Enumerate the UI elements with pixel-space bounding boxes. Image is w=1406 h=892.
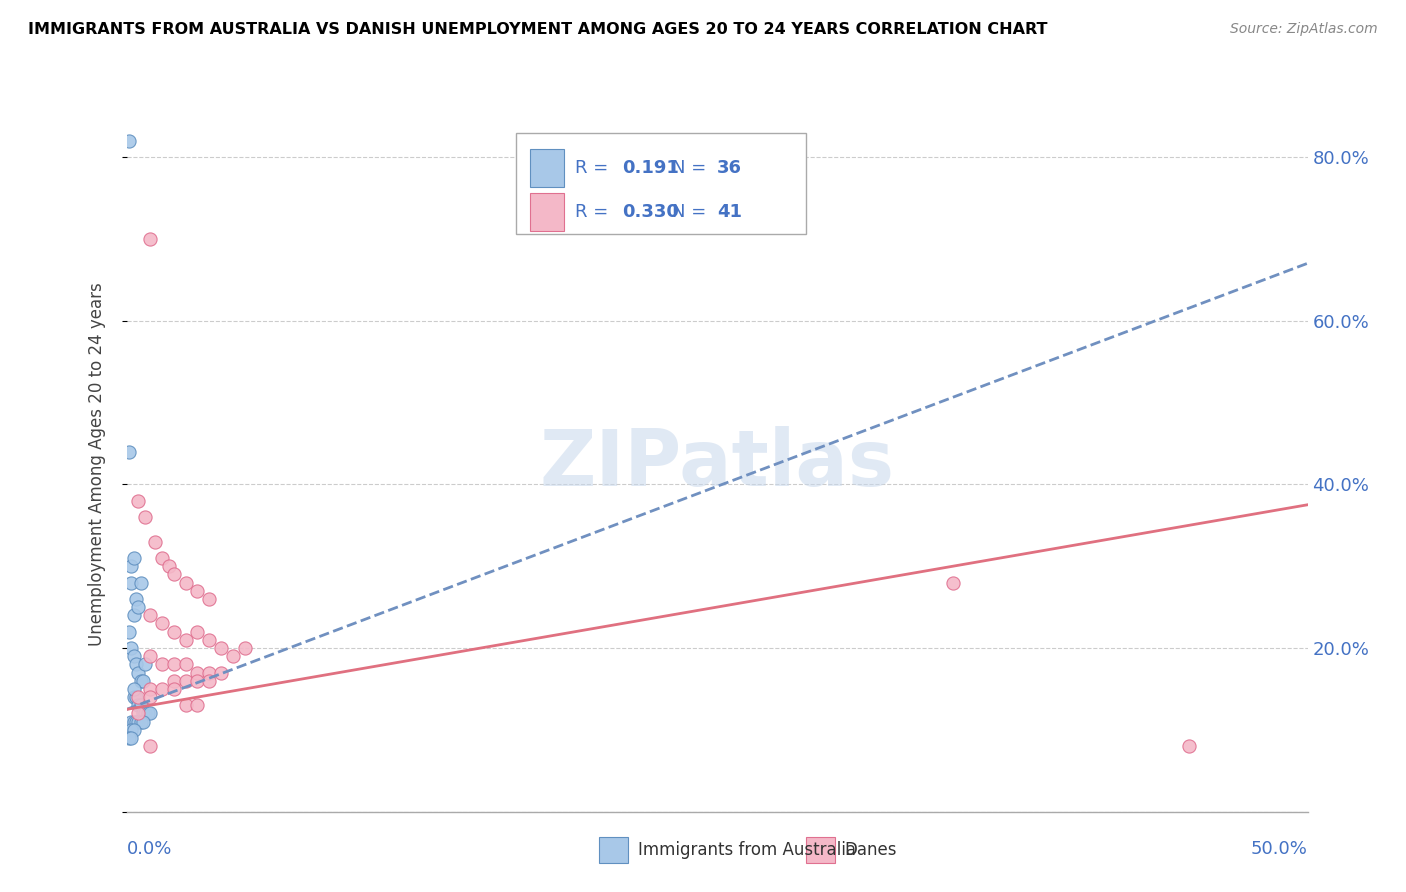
Point <box>139 690 162 705</box>
Point <box>174 632 197 647</box>
Point <box>186 698 208 713</box>
Point <box>139 649 162 664</box>
Point <box>132 673 155 688</box>
Point <box>118 444 141 458</box>
Point <box>120 575 142 590</box>
Y-axis label: Unemployment Among Ages 20 to 24 years: Unemployment Among Ages 20 to 24 years <box>87 282 105 646</box>
Point <box>174 698 197 713</box>
Point <box>134 510 156 524</box>
FancyBboxPatch shape <box>516 134 806 235</box>
Point <box>129 575 152 590</box>
Point <box>198 673 221 688</box>
Point <box>163 681 186 696</box>
Point <box>143 534 166 549</box>
Text: IMMIGRANTS FROM AUSTRALIA VS DANISH UNEMPLOYMENT AMONG AGES 20 TO 24 YEARS CORRE: IMMIGRANTS FROM AUSTRALIA VS DANISH UNEM… <box>28 22 1047 37</box>
Point <box>120 723 142 737</box>
Point <box>125 690 148 705</box>
Point <box>127 698 149 713</box>
Point <box>122 690 145 705</box>
Point <box>129 673 152 688</box>
Point <box>129 698 152 713</box>
Point <box>163 567 186 582</box>
Point <box>1178 739 1201 754</box>
Point <box>120 714 142 729</box>
Text: 0.330: 0.330 <box>623 203 679 221</box>
Point <box>120 731 142 745</box>
Point <box>139 706 162 721</box>
Point <box>233 640 256 655</box>
Point <box>186 665 208 680</box>
Point <box>127 600 149 615</box>
Point <box>150 657 173 672</box>
Point <box>125 591 148 606</box>
Point <box>118 731 141 745</box>
Point <box>139 232 162 246</box>
Point <box>127 714 149 729</box>
FancyBboxPatch shape <box>530 149 564 187</box>
Point <box>122 551 145 566</box>
Point <box>122 649 145 664</box>
Text: Danes: Danes <box>845 841 897 859</box>
Point <box>120 559 142 574</box>
Point <box>150 681 173 696</box>
Point <box>163 673 186 688</box>
FancyBboxPatch shape <box>530 194 564 231</box>
Point <box>125 657 148 672</box>
Point <box>127 493 149 508</box>
Point <box>198 591 221 606</box>
Point <box>125 714 148 729</box>
Point <box>118 134 141 148</box>
Point <box>186 624 208 639</box>
Point <box>136 706 159 721</box>
Text: 0.0%: 0.0% <box>127 839 172 857</box>
Text: 50.0%: 50.0% <box>1251 839 1308 857</box>
Point <box>174 673 197 688</box>
Point <box>132 714 155 729</box>
Point <box>134 706 156 721</box>
Point <box>129 714 152 729</box>
Text: 36: 36 <box>717 159 742 177</box>
Point <box>157 559 180 574</box>
Point <box>174 575 197 590</box>
Point <box>163 624 186 639</box>
Text: R =: R = <box>575 203 614 221</box>
Point <box>120 640 142 655</box>
Point <box>122 681 145 696</box>
Point <box>209 665 232 680</box>
Point <box>150 551 173 566</box>
Point <box>163 657 186 672</box>
Point <box>174 657 197 672</box>
Point <box>186 673 208 688</box>
Point <box>198 665 221 680</box>
Text: ZIPatlas: ZIPatlas <box>540 425 894 502</box>
Point <box>122 608 145 623</box>
Point <box>132 706 155 721</box>
Point <box>150 616 173 631</box>
Point <box>942 575 965 590</box>
Point <box>127 690 149 705</box>
Text: 0.191: 0.191 <box>623 159 679 177</box>
Point <box>186 583 208 598</box>
Point <box>122 723 145 737</box>
FancyBboxPatch shape <box>806 838 835 863</box>
Text: N =: N = <box>672 159 713 177</box>
Point <box>139 608 162 623</box>
Text: N =: N = <box>672 203 713 221</box>
Text: Source: ZipAtlas.com: Source: ZipAtlas.com <box>1230 22 1378 37</box>
Text: R =: R = <box>575 159 614 177</box>
Point <box>139 739 162 754</box>
Point <box>127 665 149 680</box>
Text: 41: 41 <box>717 203 742 221</box>
Point <box>209 640 232 655</box>
FancyBboxPatch shape <box>599 838 628 863</box>
Point <box>134 657 156 672</box>
Point <box>118 624 141 639</box>
Point <box>122 714 145 729</box>
Point <box>198 632 221 647</box>
Point <box>139 681 162 696</box>
Text: Immigrants from Australia: Immigrants from Australia <box>638 841 856 859</box>
Point <box>127 706 149 721</box>
Point <box>222 649 245 664</box>
